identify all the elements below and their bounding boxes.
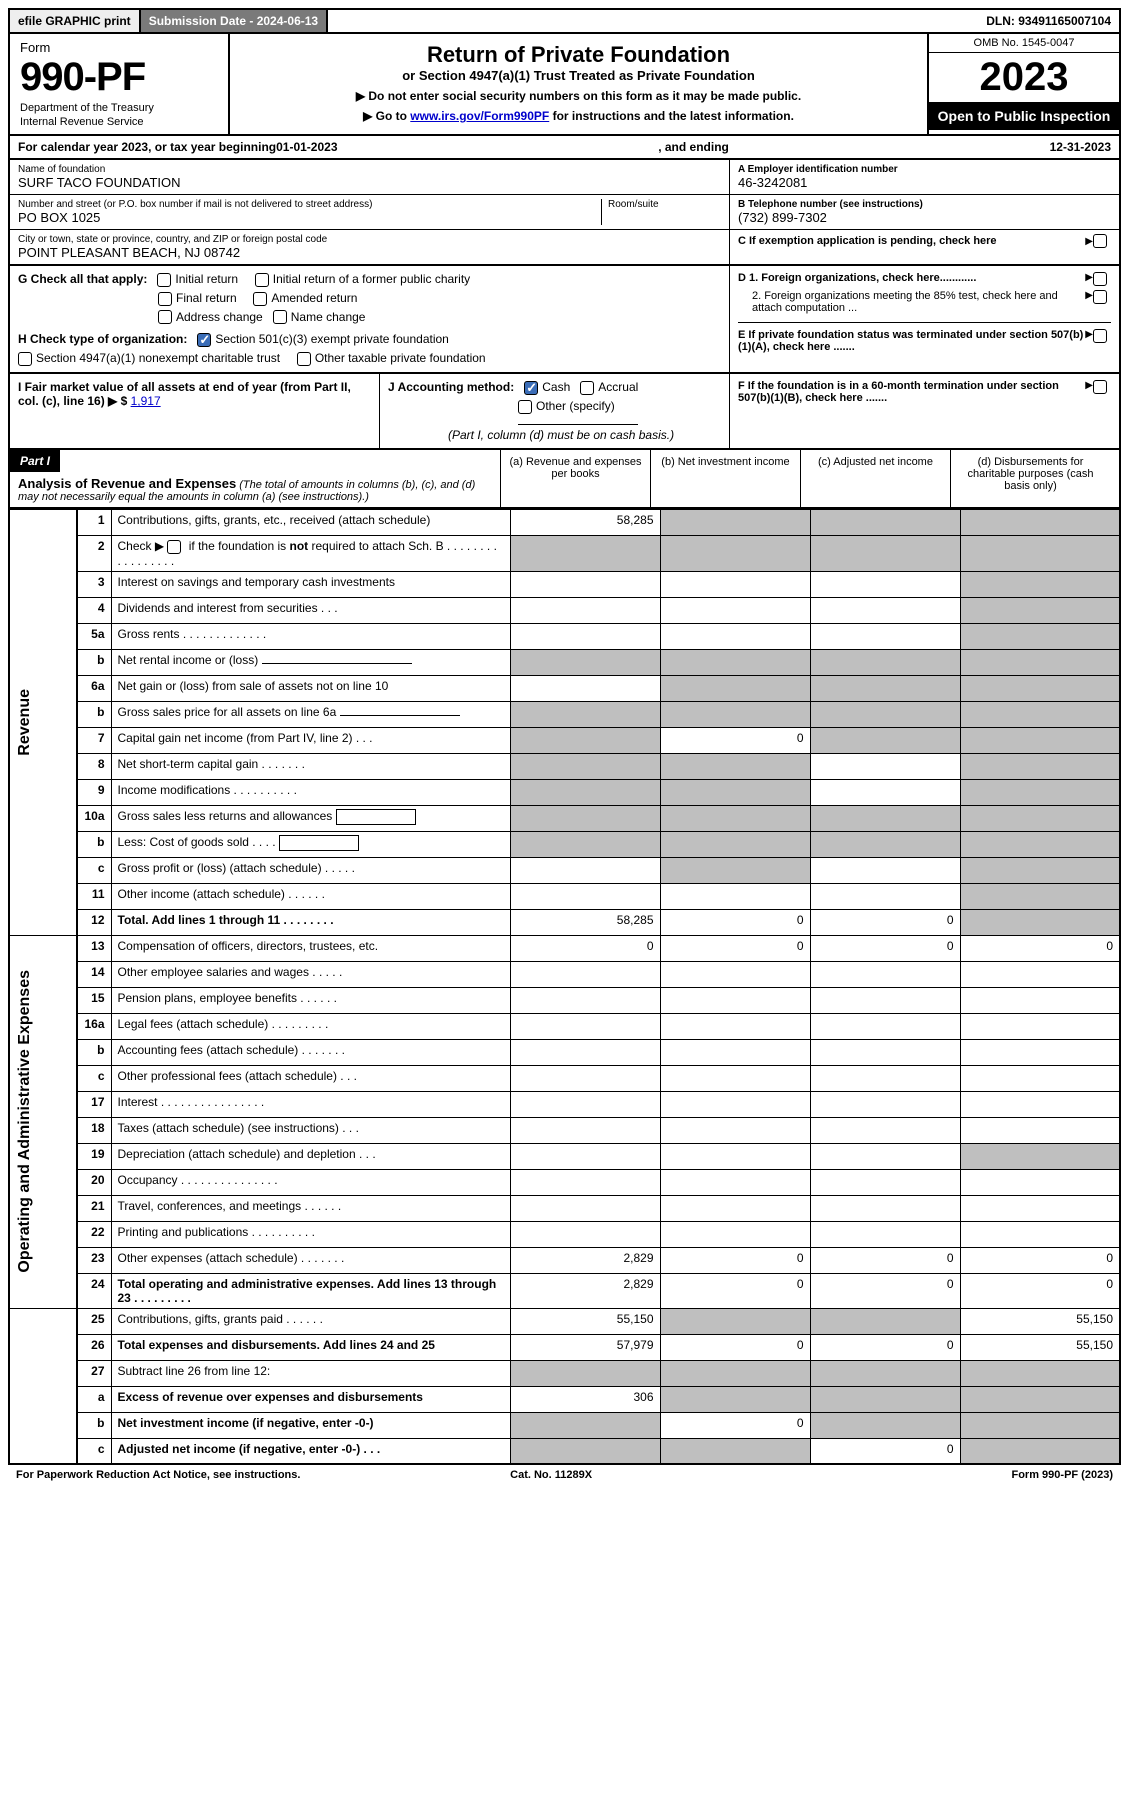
revenue-label: Revenue [16, 689, 34, 756]
dept-treasury: Department of the Treasury [20, 102, 218, 114]
checkbox-accrual[interactable] [580, 381, 594, 395]
phone-row: B Telephone number (see instructions) (7… [730, 195, 1119, 230]
part1-table: Revenue 1Contributions, gifts, grants, e… [8, 509, 1121, 1465]
part1-tag: Part I [10, 450, 60, 472]
expenses-label: Operating and Administrative Expenses [16, 970, 34, 1273]
checkbox-final-return[interactable] [158, 292, 172, 306]
checkbox-name-change[interactable] [273, 310, 287, 324]
city-row: City or town, state or province, country… [10, 230, 729, 264]
section-f: F If the foundation is in a 60-month ter… [729, 374, 1119, 448]
open-to-public: Open to Public Inspection [929, 102, 1119, 130]
calendar-year-row: For calendar year 2023, or tax year begi… [8, 136, 1121, 160]
footer: For Paperwork Reduction Act Notice, see … [8, 1465, 1121, 1485]
fmv-link[interactable]: 1,917 [131, 394, 161, 408]
address-row: Number and street (or P.O. box number if… [10, 195, 729, 230]
dln: DLN: 93491165007104 [978, 10, 1119, 32]
checkbox-initial-return[interactable] [157, 273, 171, 287]
form-ref: Form 990-PF (2023) [1011, 1469, 1113, 1481]
checkbox-initial-return-former[interactable] [255, 273, 269, 287]
checkbox-501c3[interactable] [197, 333, 211, 347]
form-subtitle: or Section 4947(a)(1) Trust Treated as P… [240, 68, 917, 83]
omb-number: OMB No. 1545-0047 [929, 34, 1119, 53]
checkbox-d1[interactable] [1093, 272, 1107, 286]
form-title: Return of Private Foundation [240, 42, 917, 68]
form-note-goto: ▶ Go to www.irs.gov/Form990PF for instru… [240, 109, 917, 123]
section-i: I Fair market value of all assets at end… [10, 374, 380, 448]
col-d-header: (d) Disbursements for charitable purpose… [950, 450, 1110, 507]
col-b-header: (b) Net investment income [650, 450, 800, 507]
checkbox-amended-return[interactable] [253, 292, 267, 306]
paperwork-notice: For Paperwork Reduction Act Notice, see … [16, 1469, 300, 1481]
form-id-block: Form 990-PF Department of the Treasury I… [10, 34, 230, 134]
checkbox-address-change[interactable] [158, 310, 172, 324]
section-g-h: G Check all that apply: Initial return I… [10, 266, 729, 372]
col-c-header: (c) Adjusted net income [800, 450, 950, 507]
col-a-header: (a) Revenue and expenses per books [500, 450, 650, 507]
checkbox-sch-b[interactable] [167, 540, 181, 554]
section-d-e: D 1. Foreign organizations, check here..… [729, 266, 1119, 372]
foundation-name-row: Name of foundation SURF TACO FOUNDATION [10, 160, 729, 195]
form-label: Form [20, 40, 218, 55]
form-title-block: Return of Private Foundation or Section … [230, 34, 929, 134]
tax-year: 2023 [929, 53, 1119, 102]
checkbox-d2[interactable] [1093, 290, 1107, 304]
irs-label: Internal Revenue Service [20, 116, 218, 128]
year-block: OMB No. 1545-0047 2023 Open to Public In… [929, 34, 1119, 134]
checkbox-other-taxable[interactable] [297, 352, 311, 366]
form-note-ssn: ▶ Do not enter social security numbers o… [240, 89, 917, 103]
checkbox-f[interactable] [1093, 380, 1107, 394]
checkbox-e[interactable] [1093, 329, 1107, 343]
exemption-pending-row: C If exemption application is pending, c… [730, 230, 1119, 252]
section-j: J Accounting method: Cash Accrual Other … [380, 374, 729, 448]
top-bar: efile GRAPHIC print Submission Date - 20… [8, 8, 1121, 34]
cat-no: Cat. No. 11289X [510, 1469, 592, 1481]
part1-title-block: Analysis of Revenue and Expenses (The to… [10, 472, 500, 507]
ein-row: A Employer identification number 46-3242… [730, 160, 1119, 195]
submission-date: Submission Date - 2024-06-13 [141, 10, 328, 32]
checkbox-4947a1[interactable] [18, 352, 32, 366]
checkbox-c[interactable] [1093, 234, 1107, 248]
checkbox-other-method[interactable] [518, 400, 532, 414]
efile-print-button[interactable]: efile GRAPHIC print [10, 10, 141, 32]
checkbox-cash[interactable] [524, 381, 538, 395]
form-number: 990-PF [20, 55, 218, 100]
irs-link[interactable]: www.irs.gov/Form990PF [410, 109, 549, 123]
